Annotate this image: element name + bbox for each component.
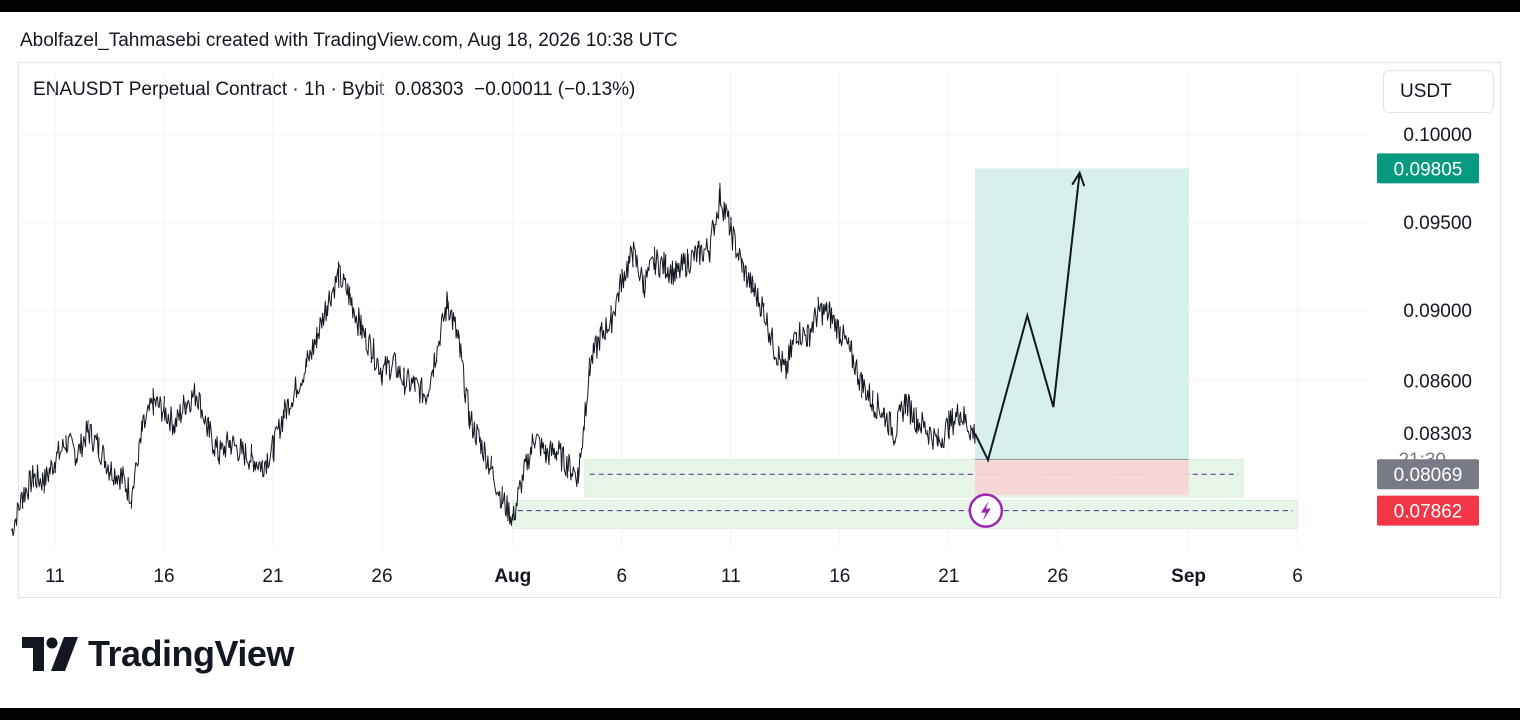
symbol-legend: ENAUSDT Perpetual Contract · 1h · Bybit …	[33, 79, 635, 101]
x-tick-label: 6	[1292, 566, 1303, 587]
top-bar	[0, 0, 1520, 12]
price-series	[10, 182, 976, 537]
chart-frame	[18, 62, 1501, 598]
loss-zone	[974, 459, 1189, 496]
projection-line	[974, 172, 1081, 463]
price-line	[10, 182, 976, 537]
y-tick-label: 0.10000	[1403, 125, 1472, 146]
x-tick-label: Aug	[494, 566, 531, 587]
zone-box	[512, 499, 1299, 530]
time-axis: 11 16 21 26 Aug 6 11 16 21 26 Sep 6	[45, 566, 1303, 587]
credit-line: Abolfazel_Tahmasebi created with Trading…	[20, 30, 678, 51]
legend-change: −0.00011 (−0.13%)	[474, 79, 636, 100]
legend-symbol: ENAUSDT Perpetual Contract · 1h · Bybit	[33, 79, 385, 100]
price-badge-label: 0.09805	[1394, 159, 1463, 180]
y-tick-label: 0.09500	[1403, 213, 1472, 234]
price-badge	[1377, 153, 1479, 184]
price-badge	[1377, 495, 1479, 526]
projection-path	[974, 170, 1086, 463]
price-axis: 0.10000 0.09500 0.09000 0.08600 0.09805 0.083…	[1377, 125, 1479, 526]
tradingview-logo: TradingView	[22, 632, 294, 676]
projection-arrow-head	[1071, 170, 1086, 187]
currency-button[interactable]: USDT	[1383, 70, 1494, 113]
bottom-bar	[0, 708, 1520, 720]
current-price-label: 0.08303	[1403, 424, 1472, 445]
x-tick-label: 16	[829, 566, 850, 587]
x-tick-label: 21	[938, 566, 959, 587]
x-tick-label: 26	[1047, 566, 1068, 587]
x-tick-label: 11	[45, 566, 65, 587]
profit-zone	[974, 168, 1189, 460]
x-tick-label: 16	[153, 566, 174, 587]
legend-price: 0.08303	[394, 79, 464, 100]
x-tick-label: 11	[721, 566, 741, 587]
long-position-tool	[974, 168, 1189, 496]
y-tick-label: 0.08600	[1403, 372, 1472, 393]
price-badge-label: 0.07862	[1394, 502, 1463, 523]
x-tick-label: 26	[371, 566, 392, 587]
y-tick-label: 0.09000	[1403, 301, 1472, 322]
x-tick-label: 21	[262, 566, 283, 587]
price-badge-label: 0.08069	[1394, 465, 1463, 486]
brand-name: TradingView	[88, 633, 294, 674]
signal-marker	[968, 493, 1004, 528]
price-badge	[1377, 459, 1479, 490]
x-tick-label: Sep	[1171, 566, 1206, 587]
tradingview-logo-icon	[22, 637, 78, 671]
x-tick-label: 6	[617, 566, 628, 587]
lightning-bolt-icon	[980, 500, 991, 521]
demand-zones	[512, 458, 1299, 530]
